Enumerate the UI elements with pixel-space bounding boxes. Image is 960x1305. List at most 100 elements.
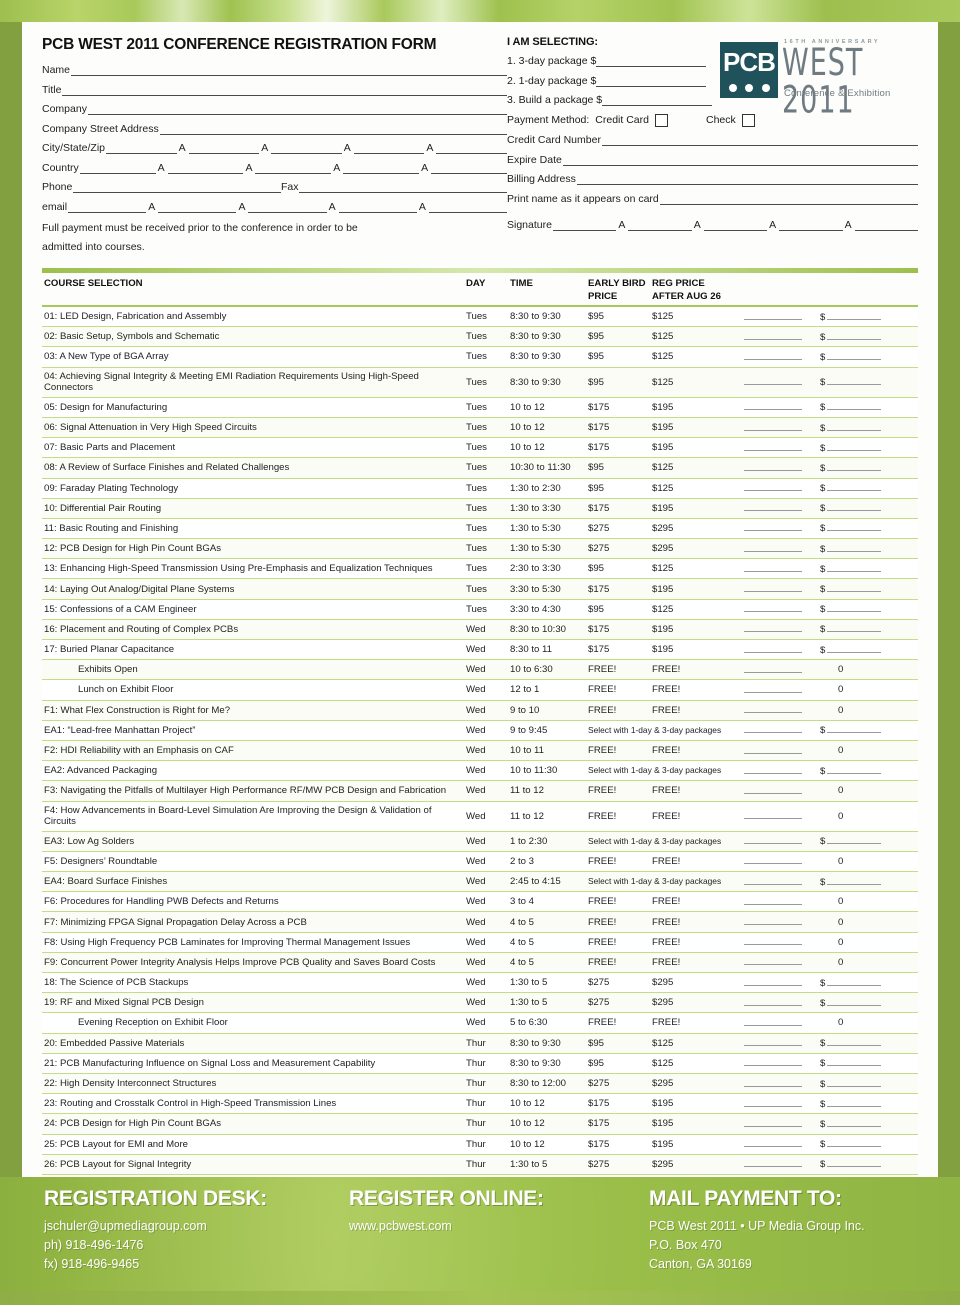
course-select-blank-cell[interactable] [742,538,818,560]
course-select-write-in[interactable] [744,835,802,845]
course-amount-write-in[interactable] [827,331,882,340]
course-select-blank-cell[interactable] [742,740,818,762]
table-row[interactable]: 14: Laying Out Analog/Digital Plane Syst… [42,578,918,600]
table-row[interactable]: 16: Placement and Routing of Complex PCB… [42,619,918,641]
course-select-blank-cell[interactable] [742,306,818,328]
field-email[interactable]: email A A A A [42,201,508,213]
course-amount-write-in[interactable] [827,422,882,431]
field-name[interactable]: Name [42,64,507,76]
field-expire-date[interactable]: Expire Date [507,154,918,166]
course-amount-cell[interactable]: $ [818,538,918,560]
field-company-address-input[interactable] [159,123,507,135]
field-phone-input[interactable] [73,181,281,193]
course-select-blank-cell[interactable] [742,518,818,540]
field-print-name-on-card[interactable]: Print name as it appears on card [507,193,918,205]
course-amount-write-in[interactable] [827,1098,882,1107]
course-select-blank-cell[interactable] [742,619,818,641]
table-row[interactable]: 17: Buried Planar Capacitance Wed 8:30 to … [42,639,918,661]
field-signature-input-5[interactable] [854,219,918,231]
table-row[interactable]: 10: Differential Pair Routing Tues 1:30 to… [42,498,918,519]
course-amount-write-in[interactable] [827,623,882,633]
field-signature-input-4[interactable] [779,219,843,231]
course-select-write-in[interactable] [744,997,802,1006]
course-select-write-in[interactable] [744,1118,802,1127]
table-row[interactable]: 09: Faraday Plating Technology Tues 1:30 t… [42,478,918,499]
course-select-write-in[interactable] [744,664,802,673]
field-country[interactable]: Country A A A A [42,162,507,174]
table-row[interactable]: 24: PCB Design for High Pin Count BGAs Th… [42,1113,918,1135]
course-select-blank-cell[interactable] [742,801,818,832]
table-row[interactable]: EA2: Advanced Packaging Wed 10 to 11:30 Sel… [42,760,918,782]
course-select-write-in[interactable] [744,401,802,411]
course-amount-write-in[interactable] [827,1138,882,1148]
table-row[interactable]: 20: Embedded Passive Materials Thur 8:30 t… [42,1033,918,1054]
table-row[interactable]: Lunch on Exhibit Floor Wed 12 to 1 FREE! FRE… [42,679,918,701]
course-select-blank-cell[interactable] [742,1093,818,1115]
course-select-write-in[interactable] [744,855,802,865]
course-amount-write-in[interactable] [827,603,882,613]
course-select-write-in[interactable] [744,704,802,714]
course-amount-write-in[interactable] [827,522,882,532]
course-select-blank-cell[interactable] [742,397,818,418]
course-select-blank-cell[interactable] [742,346,818,368]
course-amount-write-in[interactable] [827,351,882,360]
course-select-blank-cell[interactable] [742,780,818,802]
table-row[interactable]: F6: Procedures for Handling PWB Defects … [42,891,918,913]
course-amount-cell[interactable]: $ [818,558,918,580]
course-select-blank-cell[interactable] [742,932,818,953]
course-select-write-in[interactable] [744,977,802,986]
course-amount-write-in[interactable] [827,1037,882,1047]
course-amount-write-in[interactable] [827,977,882,986]
field-email-input-4[interactable] [338,201,417,213]
table-row[interactable]: EA4: Board Surface Finishes Wed 2:45 to 4:… [42,871,918,893]
course-amount-write-in[interactable] [827,876,882,885]
field-expire-date-input[interactable] [562,154,918,166]
course-select-write-in[interactable] [744,916,802,926]
field-fax-input[interactable] [299,181,508,193]
course-select-write-in[interactable] [744,482,802,492]
table-row[interactable]: F3: Navigating the Pitfalls of Multilaye… [42,780,918,802]
field-city-input[interactable] [106,142,177,154]
table-row[interactable]: Evening Reception on Exhibit Floor Wed 5 t… [42,1012,918,1034]
course-amount-write-in[interactable] [827,376,882,386]
course-amount-cell[interactable]: $ [818,831,918,852]
course-select-write-in[interactable] [744,376,802,386]
course-amount-write-in[interactable] [827,462,882,471]
course-amount-cell[interactable]: $ [818,498,918,519]
field-email-input-5[interactable] [428,201,508,213]
field-csz-extra-input[interactable] [353,142,425,154]
field-email-input-2[interactable] [158,201,237,213]
footer-register-online-url[interactable]: www.pcbwest.com [349,1219,452,1233]
field-name-input[interactable] [71,64,507,76]
course-select-blank-cell[interactable] [742,1073,818,1095]
table-row[interactable]: 01: LED Design, Fabrication and Assembly… [42,306,918,328]
course-select-blank-cell[interactable] [742,1053,818,1074]
field-print-name-on-card-input[interactable] [659,193,918,205]
field-signature-input-3[interactable] [703,219,768,231]
table-row[interactable]: 21: PCB Manufacturing Influence on Signa… [42,1053,918,1074]
field-country-input-5[interactable] [431,162,507,174]
course-amount-write-in[interactable] [827,765,882,774]
course-amount-write-in[interactable] [827,1078,882,1087]
course-select-blank-cell[interactable] [742,952,818,974]
table-row[interactable]: Exhibits Open Wed 10 to 6:30 FREE! FREE! 0 [42,659,918,681]
table-row[interactable]: 15: Confessions of a CAM Engineer Tues 3:3… [42,599,918,620]
course-amount-write-in[interactable] [827,997,882,1006]
course-select-write-in[interactable] [744,644,802,653]
field-state-input[interactable] [188,142,260,154]
course-select-blank-cell[interactable] [742,700,818,721]
course-select-blank-cell[interactable] [742,1012,818,1034]
course-select-blank-cell[interactable] [742,326,818,348]
course-amount-write-in[interactable] [827,724,882,734]
course-amount-cell[interactable]: $ [818,417,918,439]
field-country-input-1[interactable] [79,162,156,174]
table-row[interactable]: F9: Concurrent Power Integrity Analysis … [42,952,918,974]
course-amount-cell[interactable]: $ [818,397,918,418]
course-select-write-in[interactable] [744,765,802,774]
course-amount-cell[interactable]: $ [818,1134,918,1155]
course-select-blank-cell[interactable] [742,578,818,600]
course-amount-write-in[interactable] [827,311,882,320]
course-amount-cell[interactable]: $ [818,720,918,741]
course-select-write-in[interactable] [744,351,802,360]
table-row[interactable]: 04: Achieving Signal Integrity & Meeting… [42,367,918,398]
